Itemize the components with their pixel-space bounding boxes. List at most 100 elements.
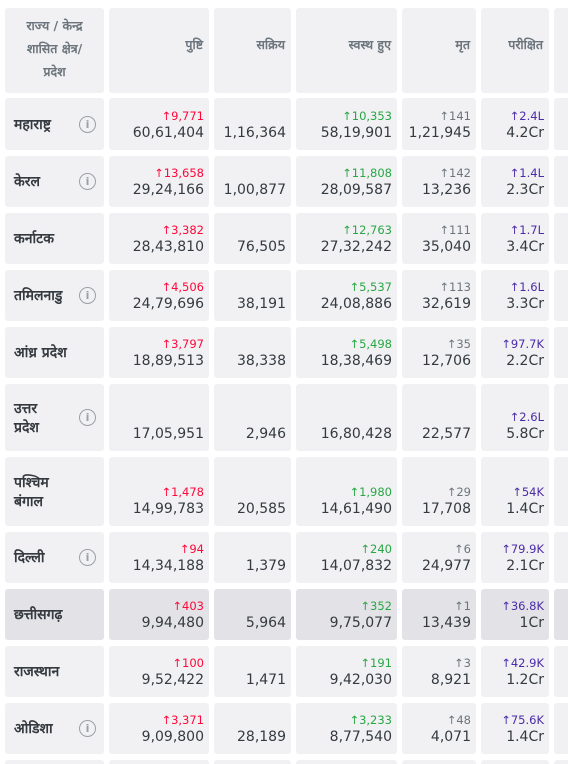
recovered-delta: ↑11,808 bbox=[342, 166, 392, 180]
recovered-delta: ↑10,353 bbox=[342, 109, 392, 123]
recovered-cell: ↑1,980 14,61,490 bbox=[296, 457, 397, 526]
deceased-cell: ↑48 4,071 bbox=[402, 703, 476, 754]
tested-delta: ↑54K bbox=[512, 485, 544, 499]
deceased-delta: ↑6 bbox=[454, 542, 471, 556]
confirmed-total: 9,52,422 bbox=[141, 672, 204, 688]
state-name: दिल्ली bbox=[14, 550, 45, 566]
active-cell: 2,946 bbox=[214, 384, 291, 451]
confirmed-delta: ↑1,478 bbox=[161, 485, 204, 499]
active-total: 1,00,877 bbox=[223, 182, 286, 198]
info-icon[interactable]: i bbox=[79, 173, 96, 190]
info-icon[interactable]: i bbox=[79, 287, 96, 304]
recovered-total: 58,19,901 bbox=[320, 125, 392, 141]
active-cell: 20,585 bbox=[214, 457, 291, 526]
info-icon[interactable]: i bbox=[79, 115, 96, 133]
deceased-cell: ↑111 35,040 bbox=[402, 213, 476, 264]
tested-cell: ↑1.7L 3.4Cr bbox=[481, 213, 549, 264]
state-name-cell[interactable]: छत्तीसगढ़ bbox=[5, 589, 104, 640]
state-name-cell[interactable]: केरल i bbox=[5, 156, 104, 207]
clipped-cell bbox=[554, 213, 568, 264]
deceased-cell: ↑29 17,708 bbox=[402, 457, 476, 526]
recovered-delta: ↑352 bbox=[360, 599, 392, 613]
clipped-cell bbox=[554, 703, 568, 754]
deceased-total: 4,071 bbox=[430, 729, 471, 745]
tested-delta: ↑42.9K bbox=[501, 656, 544, 670]
column-header[interactable]: सक्रिय bbox=[214, 8, 291, 93]
state-name: महाराष्ट्र bbox=[14, 116, 51, 133]
state-name-cell[interactable]: कर्नाटक bbox=[5, 213, 104, 264]
column-header[interactable]: पुष्टि bbox=[109, 8, 209, 93]
deceased-total: 17,708 bbox=[422, 501, 471, 517]
recovered-cell: ↑10,353 58,19,901 bbox=[296, 98, 397, 150]
deceased-total: 13,439 bbox=[422, 615, 471, 631]
active-total: 28,189 bbox=[237, 729, 286, 745]
column-header[interactable]: मृत bbox=[402, 8, 476, 93]
deceased-cell: ↑35 12,706 bbox=[402, 327, 476, 378]
confirmed-delta: ↑3,382 bbox=[161, 223, 204, 237]
active-total: 1,471 bbox=[245, 672, 286, 688]
deceased-delta: ↑113 bbox=[439, 280, 471, 294]
confirmed-delta: ↑100 bbox=[172, 656, 204, 670]
confirmed-total: 9,94,480 bbox=[141, 615, 204, 631]
column-header[interactable]: स्वस्थ हुए bbox=[296, 8, 397, 93]
deceased-delta: ↑141 bbox=[439, 109, 471, 123]
confirmed-cell: ↑9,771 60,61,404 bbox=[109, 98, 209, 150]
state-name: छत्तीसगढ़ bbox=[14, 607, 63, 623]
clipped-cell bbox=[481, 760, 549, 764]
confirmed-delta: ↑403 bbox=[172, 599, 204, 613]
recovered-cell: ↑5,537 24,08,886 bbox=[296, 270, 397, 321]
tested-total: 3.4Cr bbox=[506, 239, 544, 255]
tested-delta: ↑75.6K bbox=[501, 713, 544, 727]
confirmed-cell: ↑3,797 18,89,513 bbox=[109, 327, 209, 378]
tested-cell: ↑1.6L 3.3Cr bbox=[481, 270, 549, 321]
confirmed-delta: ↑9,771 bbox=[161, 109, 204, 123]
state-name-cell[interactable]: आंध्र प्रदेश bbox=[5, 327, 104, 378]
state-name-cell[interactable]: दिल्ली i bbox=[5, 532, 104, 583]
tested-delta: ↑1.7L bbox=[509, 223, 544, 237]
recovered-cell: ↑11,808 28,09,587 bbox=[296, 156, 397, 207]
info-icon[interactable]: i bbox=[79, 720, 96, 737]
confirmed-cell: ↑4,506 24,79,696 bbox=[109, 270, 209, 321]
header-line: राज्य / केन्द्र bbox=[26, 18, 83, 33]
column-header[interactable]: राज्य / केन्द्र शासित क्षेत्र/प्रदेश bbox=[5, 8, 104, 93]
deceased-cell: ↑6 24,977 bbox=[402, 532, 476, 583]
confirmed-cell: ↑3,371 9,09,800 bbox=[109, 703, 209, 754]
deceased-cell: ↑3 8,921 bbox=[402, 646, 476, 697]
tested-delta: ↑79.9K bbox=[501, 542, 544, 556]
clipped-cell bbox=[109, 760, 209, 764]
state-name: राजस्थान bbox=[14, 664, 60, 680]
state-name: तमिलनाडु bbox=[14, 288, 63, 304]
deceased-total: 13,236 bbox=[422, 182, 471, 198]
tested-total: 3.3Cr bbox=[506, 296, 544, 312]
active-total: 76,505 bbox=[237, 239, 286, 255]
deceased-cell: ↑113 32,619 bbox=[402, 270, 476, 321]
tested-total: 2.3Cr bbox=[506, 182, 544, 198]
column-header[interactable]: A bbox=[554, 8, 568, 93]
recovered-delta: ↑3,233 bbox=[349, 713, 392, 727]
tested-delta: ↑36.8K bbox=[501, 599, 544, 613]
active-cell: 1,379 bbox=[214, 532, 291, 583]
active-total: 20,585 bbox=[237, 501, 286, 517]
deceased-total: 32,619 bbox=[422, 296, 471, 312]
confirmed-total: 24,79,696 bbox=[132, 296, 204, 312]
header-line: प्रदेश bbox=[43, 64, 66, 79]
state-name-cell[interactable]: महाराष्ट्र i bbox=[5, 98, 104, 150]
state-name-cell[interactable]: तमिलनाडु i bbox=[5, 270, 104, 321]
state-name-cell[interactable]: ओडिशा i bbox=[5, 703, 104, 754]
state-name-cell[interactable]: उत्तर प्रदेश i bbox=[5, 384, 104, 451]
state-name-cell[interactable]: पश्चिम बंगाल bbox=[5, 457, 104, 526]
deceased-delta: ↑142 bbox=[439, 166, 471, 180]
info-icon[interactable]: i bbox=[79, 549, 96, 566]
active-cell: 1,16,364 bbox=[214, 98, 291, 150]
state-name: पश्चिम बंगाल bbox=[14, 474, 49, 510]
info-icon[interactable]: i bbox=[79, 409, 96, 426]
column-header[interactable]: परीक्षित bbox=[481, 8, 549, 93]
deceased-cell: 22,577 bbox=[402, 384, 476, 451]
deceased-delta: ↑3 bbox=[454, 656, 471, 670]
recovered-total: 14,07,832 bbox=[320, 558, 392, 574]
recovered-delta: ↑1,980 bbox=[349, 485, 392, 499]
tested-total: 2.1Cr bbox=[506, 558, 544, 574]
active-total: 1,379 bbox=[245, 558, 286, 574]
state-name-cell[interactable]: राजस्थान bbox=[5, 646, 104, 697]
